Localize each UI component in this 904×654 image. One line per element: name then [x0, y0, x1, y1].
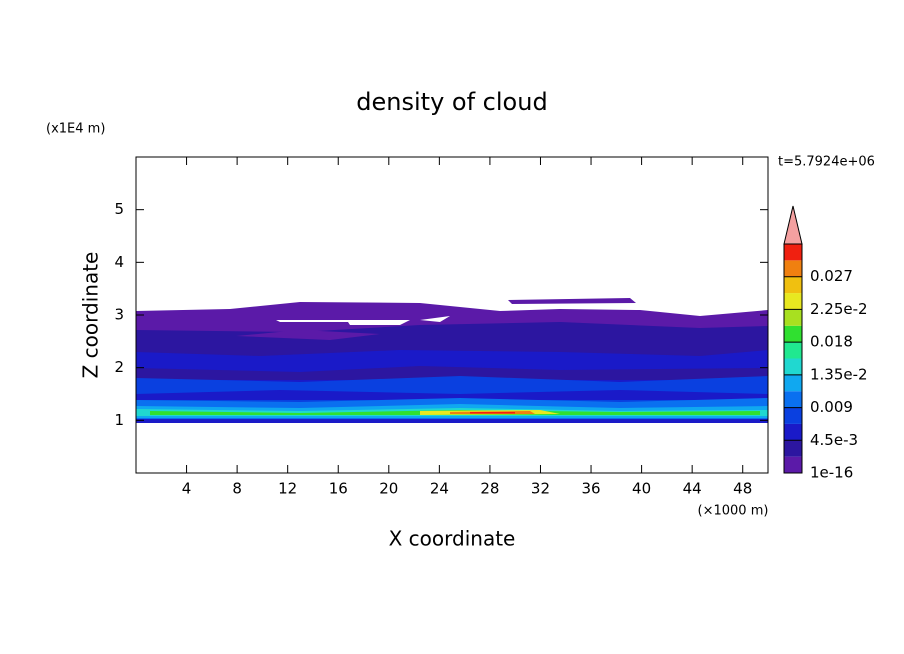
contour-band	[136, 366, 768, 380]
y-tick-label: 1	[114, 411, 124, 429]
colorbar-band	[784, 374, 802, 392]
colorbar-band	[784, 342, 802, 359]
colorbar-band	[784, 423, 802, 441]
contour-band	[508, 298, 636, 304]
contour-band	[136, 390, 768, 400]
colorbar-tick-label: 1.35e-2	[810, 365, 868, 383]
y-unit: (x1E4 m)	[46, 122, 105, 137]
x-tick-label: 4	[182, 480, 192, 498]
time-label: t=5.7924e+06	[778, 155, 875, 170]
x-axis-label: X coordinate	[389, 527, 516, 551]
y-tick-label: 5	[114, 200, 124, 218]
colorbar-tick-label: 2.25e-2	[810, 300, 868, 318]
colorbar-band	[784, 358, 802, 375]
colorbar-band	[784, 244, 802, 261]
colorbar-band	[784, 276, 802, 294]
x-unit: (×1000 m)	[698, 504, 769, 519]
colorbar-tick-label: 1e-16	[810, 464, 853, 482]
contour-band	[236, 330, 380, 340]
y-axis-label: Z coordinate	[79, 252, 103, 379]
contour-band	[136, 419, 768, 423]
colorbar-over	[783, 205, 803, 245]
chart-title: density of cloud	[356, 88, 547, 116]
colorbar-band	[784, 325, 802, 343]
contour-band	[470, 412, 515, 414]
contour-gap	[276, 316, 450, 325]
colorbar-tick-label: 4.5e-3	[810, 431, 858, 449]
x-tick-label: 32	[531, 480, 550, 498]
colorbar-tick-label: 0.018	[810, 333, 853, 351]
colorbar-tick-label: 0.009	[810, 398, 853, 416]
x-tick-label: 48	[733, 480, 752, 498]
x-tick-label: 8	[232, 480, 242, 498]
colorbar-band	[784, 440, 802, 457]
x-tick-label: 16	[329, 480, 348, 498]
colorbar-band	[784, 309, 802, 326]
x-tick-label: 24	[430, 480, 449, 498]
x-tick-label: 40	[632, 480, 651, 498]
colorbar-band	[784, 391, 802, 408]
contour-field	[136, 298, 768, 423]
colorbar-band	[784, 293, 802, 310]
colorbar-band	[784, 456, 802, 473]
colorbar-band	[784, 260, 802, 277]
colorbar-tick-label: 0.027	[810, 267, 853, 285]
x-tick-label: 44	[683, 480, 702, 498]
x-tick-label: 28	[480, 480, 499, 498]
y-tick-label: 2	[114, 358, 124, 376]
y-tick-label: 4	[114, 253, 124, 271]
x-tick-label: 36	[581, 480, 600, 498]
x-tick-label: 20	[379, 480, 398, 498]
x-tick-label: 12	[278, 480, 297, 498]
y-tick-label: 3	[114, 306, 124, 324]
colorbar-band	[784, 407, 802, 424]
